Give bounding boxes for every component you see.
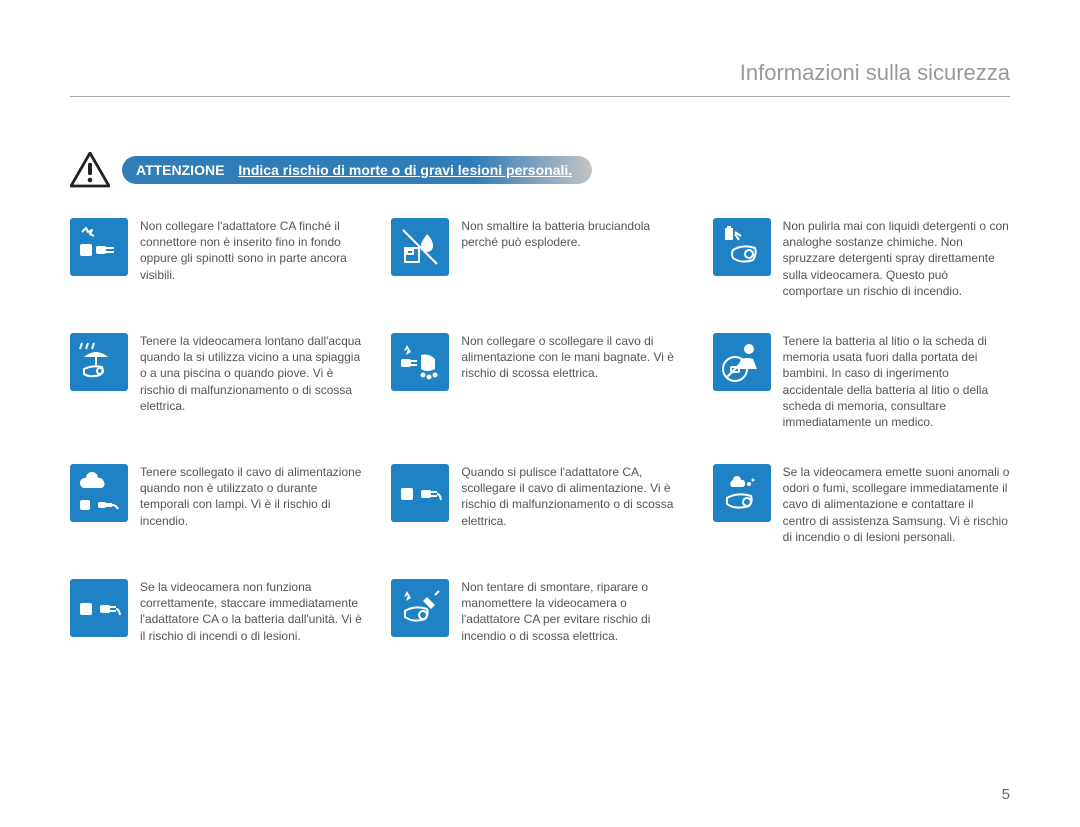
safety-item: Non tentare di smontare, riparare o mano… <box>391 579 688 644</box>
safety-item-text: Tenere la batteria al litio o la scheda … <box>783 333 1010 430</box>
warning-triangle-icon <box>70 152 110 188</box>
safety-item: Tenere la batteria al litio o la scheda … <box>713 333 1010 430</box>
unplug-fault-icon <box>70 579 128 637</box>
no-disassemble-icon <box>391 579 449 637</box>
no-fire-icon <box>391 218 449 276</box>
smoke-icon <box>713 464 771 522</box>
safety-item-text: Tenere scollegato il cavo di alimentazio… <box>140 464 367 529</box>
attention-label: ATTENZIONE <box>136 162 224 178</box>
spray-icon <box>713 218 771 276</box>
safety-item-text: Non smaltire la batteria bruciandola per… <box>461 218 688 250</box>
safety-item-text: Se la videocamera non funziona correttam… <box>140 579 367 644</box>
unplug-storm-icon <box>70 464 128 522</box>
page-heading: Informazioni sulla sicurezza <box>70 60 1010 97</box>
safety-item: Non smaltire la batteria bruciandola per… <box>391 218 688 299</box>
page-number: 5 <box>1002 786 1010 803</box>
safety-item: Non collegare l'adattatore CA finché il … <box>70 218 367 299</box>
attention-pill: ATTENZIONE Indica rischio di morte o di … <box>122 156 592 184</box>
attention-text: Indica rischio di morte o di gravi lesio… <box>238 162 572 178</box>
safety-grid: Non collegare l'adattatore CA finché il … <box>70 218 1010 644</box>
attention-banner: ATTENZIONE Indica rischio di morte o di … <box>70 152 1010 188</box>
safety-item-text: Non tentare di smontare, riparare o mano… <box>461 579 688 644</box>
safety-item: Quando si pulisce l'adattatore CA, scoll… <box>391 464 688 545</box>
umbrella-rain-icon <box>70 333 128 391</box>
safety-item-text: Tenere la videocamera lontano dall'acqua… <box>140 333 367 414</box>
safety-item-text: Quando si pulisce l'adattatore CA, scoll… <box>461 464 688 529</box>
safety-item-text: Non pulirla mai con liquidi detergenti o… <box>783 218 1010 299</box>
safety-item: Non collegare o scollegare il cavo di al… <box>391 333 688 430</box>
safety-item: Se la videocamera emette suoni anomali o… <box>713 464 1010 545</box>
safety-item-text: Non collegare l'adattatore CA finché il … <box>140 218 367 283</box>
plug-spark-icon <box>70 218 128 276</box>
unplug-clean-icon <box>391 464 449 522</box>
child-reach-icon <box>713 333 771 391</box>
safety-item: Non pulirla mai con liquidi detergenti o… <box>713 218 1010 299</box>
wet-hand-icon <box>391 333 449 391</box>
safety-item: Se la videocamera non funziona correttam… <box>70 579 367 644</box>
safety-item: Tenere scollegato il cavo di alimentazio… <box>70 464 367 545</box>
safety-item: Tenere la videocamera lontano dall'acqua… <box>70 333 367 430</box>
safety-item-text: Non collegare o scollegare il cavo di al… <box>461 333 688 382</box>
safety-item-text: Se la videocamera emette suoni anomali o… <box>783 464 1010 545</box>
